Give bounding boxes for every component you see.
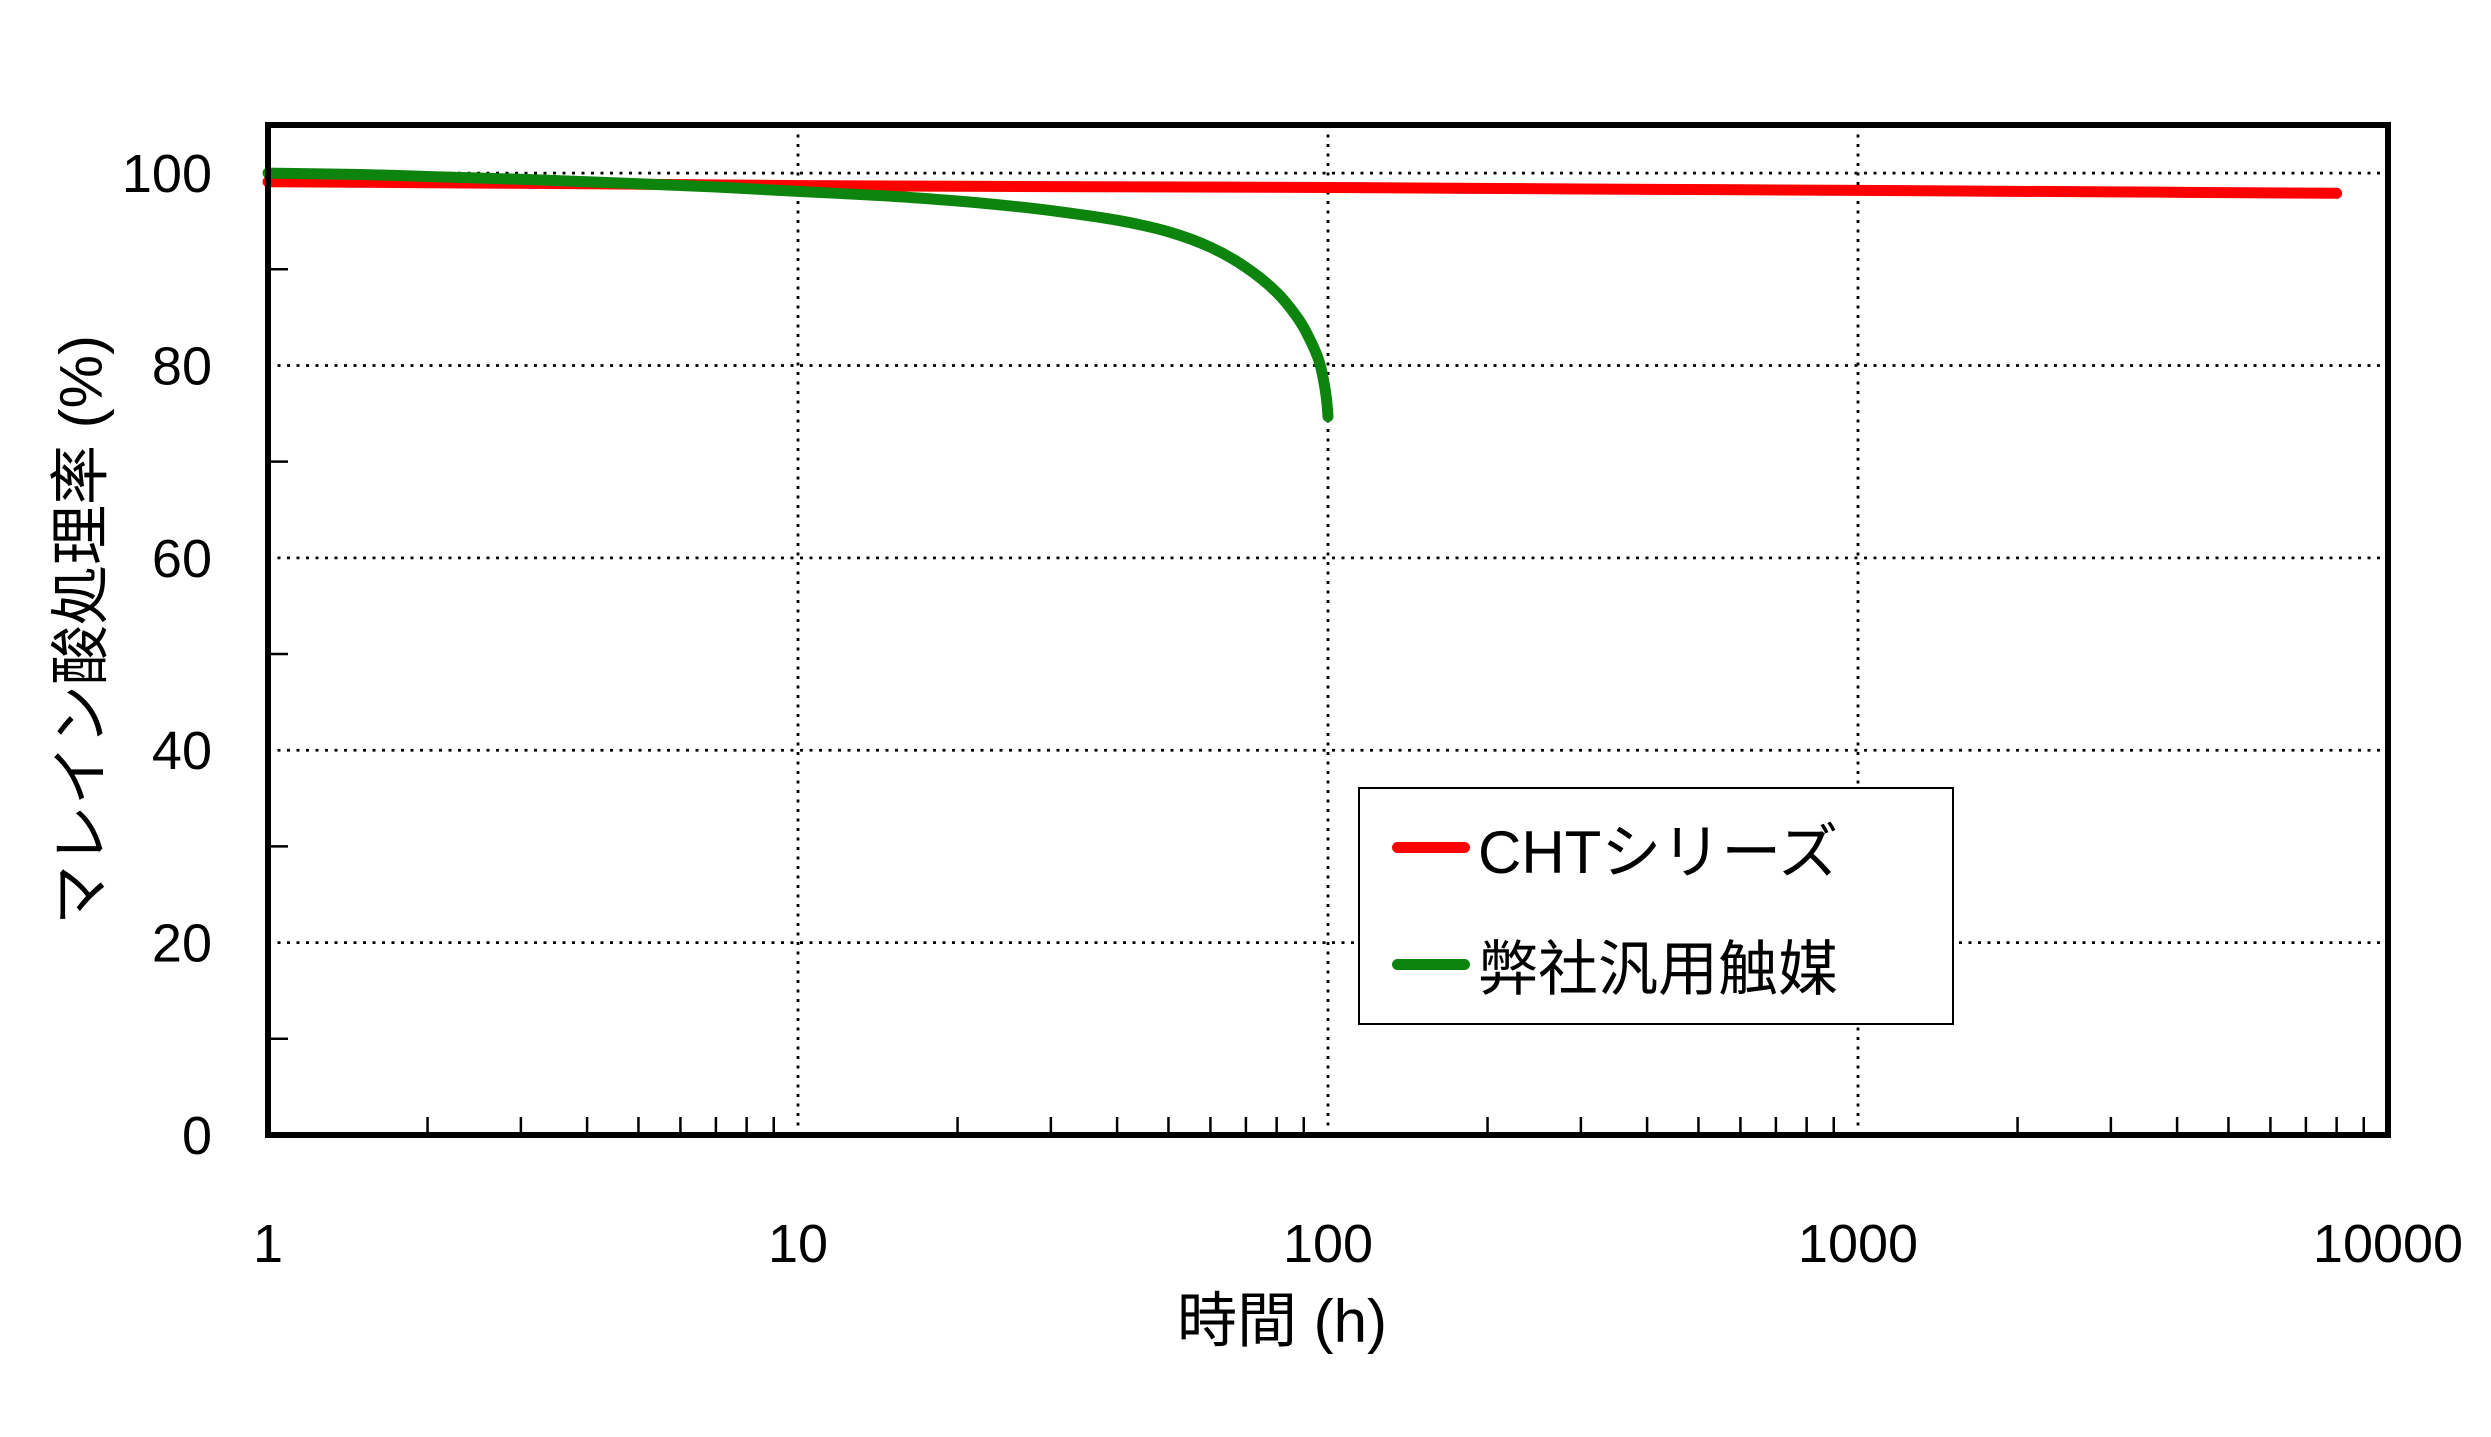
x-tick-label: 10 [768, 1214, 828, 1274]
x-tick-label: 10000 [2313, 1214, 2463, 1274]
legend-label-generic-catalyst: 弊社汎用触媒 [1478, 936, 1838, 1003]
y-tick-label: 100 [122, 144, 212, 204]
y-tick-label: 60 [152, 529, 212, 589]
y-tick-label: 20 [152, 914, 212, 974]
red-line-swatch [1392, 842, 1470, 853]
green-line-swatch [1392, 959, 1470, 970]
x-tick-label: 1 [253, 1214, 283, 1274]
y-tick-label: 0 [182, 1106, 212, 1166]
y-tick-label: 80 [152, 336, 212, 396]
legend-item-generic-catalyst: 弊社汎用触媒 [1392, 921, 1952, 1008]
y-axis-title: マレイン酸処理率 (%) [47, 335, 115, 925]
series-line-generic [262, 167, 1334, 422]
legend: CHTシリーズ 弊社汎用触媒 [1358, 787, 1954, 1025]
x-tick-label: 1000 [1798, 1214, 1918, 1274]
legend-label-cht-series: CHTシリーズ [1478, 819, 1839, 886]
x-tick-label: 100 [1283, 1214, 1373, 1274]
plot-border [265, 122, 2391, 1138]
y-tick-label: 40 [152, 721, 212, 781]
legend-item-cht-series: CHTシリーズ [1392, 804, 1952, 891]
x-axis-title: 時間 (h) [1177, 1287, 1387, 1355]
